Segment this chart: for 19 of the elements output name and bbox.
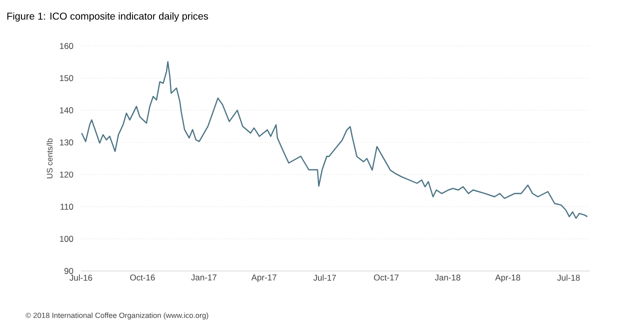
y-tick-label: 90 [64, 268, 74, 274]
x-tick-label: Jul-18 [557, 274, 580, 281]
y-tick-label: 150 [60, 75, 74, 82]
x-tick-label: Jan-18 [434, 274, 460, 281]
x-tick-label: Jul-16 [70, 274, 92, 281]
x-tick-label: Jul-17 [313, 274, 336, 281]
x-tick-label: Apr-18 [495, 274, 520, 282]
x-tick-label: Oct-17 [374, 274, 399, 281]
y-tick-label: 160 [60, 43, 74, 49]
line-series [81, 61, 588, 219]
y-tick-label: 130 [60, 139, 74, 146]
y-tick-label: 140 [60, 107, 74, 114]
y-tick-label: 100 [60, 236, 74, 242]
chart-title: Figure 1: ICO composite indicator daily prices [7, 12, 208, 22]
x-tick-label: Oct-16 [130, 274, 155, 281]
y-tick-label: 110 [60, 204, 74, 210]
x-tick-label: Apr-17 [251, 274, 276, 282]
y-tick-label: 120 [60, 172, 74, 178]
x-tick-label: Jan-17 [191, 274, 216, 280]
